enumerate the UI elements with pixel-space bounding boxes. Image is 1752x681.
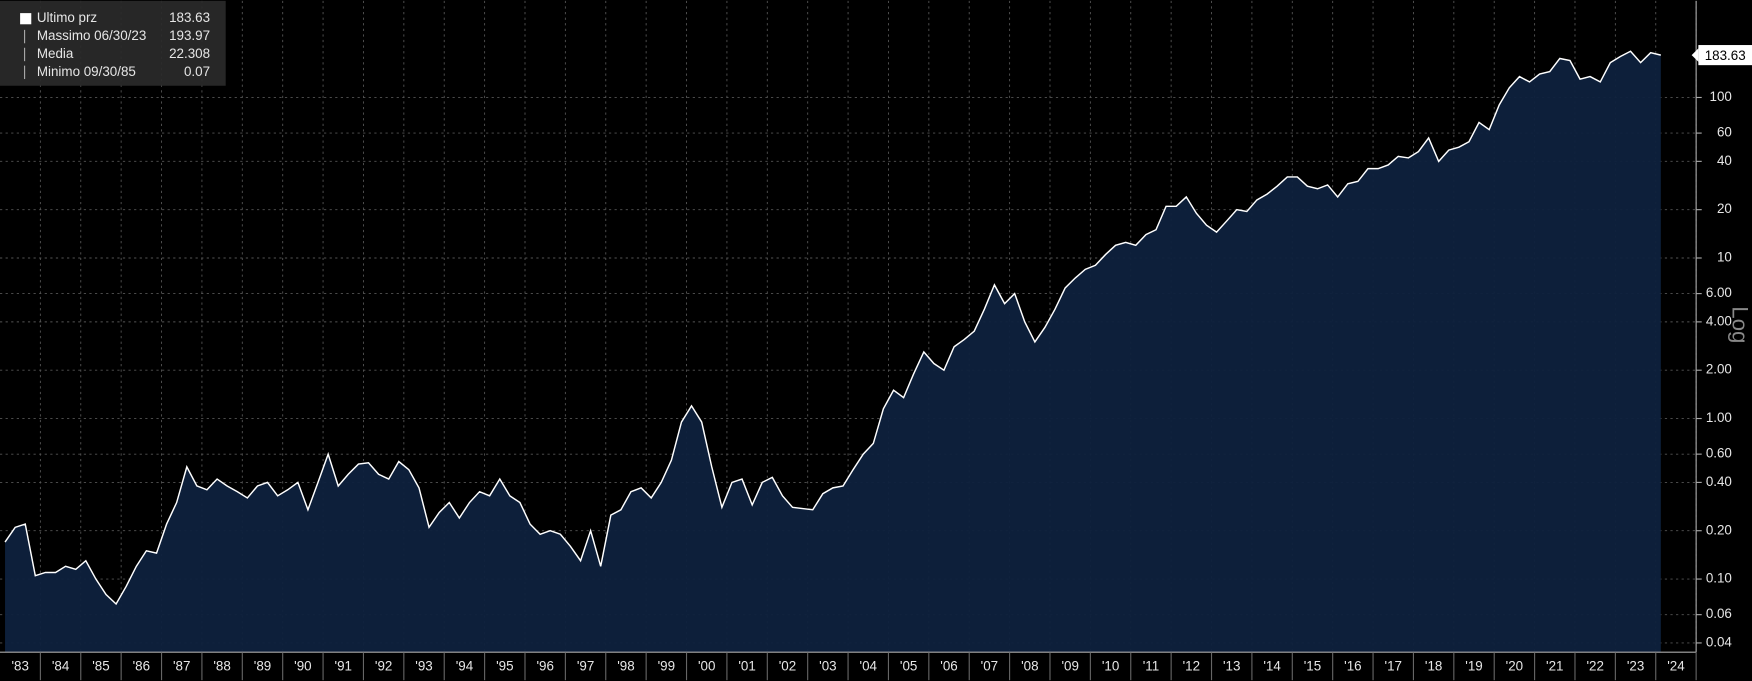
x-tick-label: '84 xyxy=(52,658,70,673)
x-tick-label: '18 xyxy=(1425,658,1442,673)
x-tick-label: '24 xyxy=(1667,658,1685,673)
x-tick-label: '20 xyxy=(1506,658,1523,673)
legend-label: Ultimo prz xyxy=(37,10,98,25)
legend-value: 183.63 xyxy=(169,10,210,25)
y-tick-label: 0.04 xyxy=(1706,634,1733,649)
x-tick-label: '08 xyxy=(1021,658,1038,673)
x-tick-label: '10 xyxy=(1102,658,1119,673)
y-tick-label: 0.10 xyxy=(1706,571,1732,586)
x-tick-label: '83 xyxy=(11,658,28,673)
last-value-label: 183.63 xyxy=(1705,48,1746,63)
y-tick-label: 1.00 xyxy=(1706,410,1732,425)
y-tick-label: 2.00 xyxy=(1706,362,1732,377)
x-tick-label: '22 xyxy=(1586,658,1603,673)
x-tick-label: '95 xyxy=(496,658,513,673)
y-tick-label: 10 xyxy=(1717,250,1732,265)
axis-label: Log xyxy=(1728,306,1752,343)
x-tick-label: '19 xyxy=(1465,658,1482,673)
x-tick-label: '97 xyxy=(577,658,594,673)
line xyxy=(4,50,1661,606)
x-tick-label: '11 xyxy=(1143,658,1159,673)
x-tick-label: '02 xyxy=(779,658,796,673)
y-tick-label: 0.60 xyxy=(1706,446,1732,461)
x-tick-label: '00 xyxy=(698,658,715,673)
y-tick-label: 100 xyxy=(1710,89,1732,104)
legend-value: 193.97 xyxy=(169,28,210,43)
y-tick-label: 20 xyxy=(1717,201,1732,216)
x-tick-label: '06 xyxy=(940,658,957,673)
x-tick-label: '16 xyxy=(1344,658,1361,673)
x-tick-label: '90 xyxy=(294,658,311,673)
y-tick-label: 40 xyxy=(1717,153,1732,168)
x-tick-label: '09 xyxy=(1061,658,1078,673)
y-tick-label: 0.20 xyxy=(1706,522,1732,537)
legend-box xyxy=(0,0,226,86)
legend-value: 22.308 xyxy=(169,46,210,61)
y-tick-label: 0.40 xyxy=(1706,474,1732,489)
x-tick-label: '99 xyxy=(658,658,675,673)
x-tick-label: '98 xyxy=(617,658,634,673)
x-tick-label: '05 xyxy=(900,658,917,673)
x-tick-label: '15 xyxy=(1304,658,1321,673)
x-tick-label: '86 xyxy=(133,658,150,673)
y-tick-label: 60 xyxy=(1717,125,1732,140)
legend-label: Media xyxy=(37,46,74,61)
x-tick-label: '94 xyxy=(456,658,474,673)
legend-swatch xyxy=(20,13,32,25)
legend-label: Massimo 06/30/23 xyxy=(37,28,146,43)
x-tick-label: '12 xyxy=(1183,658,1200,673)
x-tick-label: '91 xyxy=(335,658,352,673)
x-tick-label: '01 xyxy=(738,658,755,673)
x-tick-label: '14 xyxy=(1263,658,1281,673)
area xyxy=(5,51,1661,653)
x-tick-label: '07 xyxy=(981,658,998,673)
x-tick-label: '23 xyxy=(1627,658,1644,673)
x-tick-label: '85 xyxy=(92,658,109,673)
x-tick-label: '87 xyxy=(173,658,190,673)
x-tick-label: '17 xyxy=(1385,658,1402,673)
x-tick-label: '96 xyxy=(536,658,553,673)
y-tick-label: 6.00 xyxy=(1706,285,1732,300)
x-tick-label: '88 xyxy=(213,658,230,673)
legend: Ultimo prz 183.63 Massimo 06/30/23 193.97 Me… xyxy=(0,0,226,86)
last-value-badge xyxy=(1698,45,1752,66)
x-tick-label: '89 xyxy=(254,658,271,673)
legend-value: 0.07 xyxy=(184,64,210,79)
x-tick-label: '93 xyxy=(415,658,432,673)
y-tick-label: 0.06 xyxy=(1706,606,1732,621)
x-tick-label: '03 xyxy=(819,658,836,673)
x-tick-label: '21 xyxy=(1546,658,1563,673)
plot-area xyxy=(0,0,1697,653)
x-tick-label: '92 xyxy=(375,658,392,673)
legend-label: Minimo 09/30/85 xyxy=(37,64,136,79)
last-value-pointer xyxy=(1691,48,1699,62)
y-tick-label: 4.00 xyxy=(1706,313,1732,328)
x-tick-label: '04 xyxy=(860,658,878,673)
x-tick-label: '13 xyxy=(1223,658,1240,673)
